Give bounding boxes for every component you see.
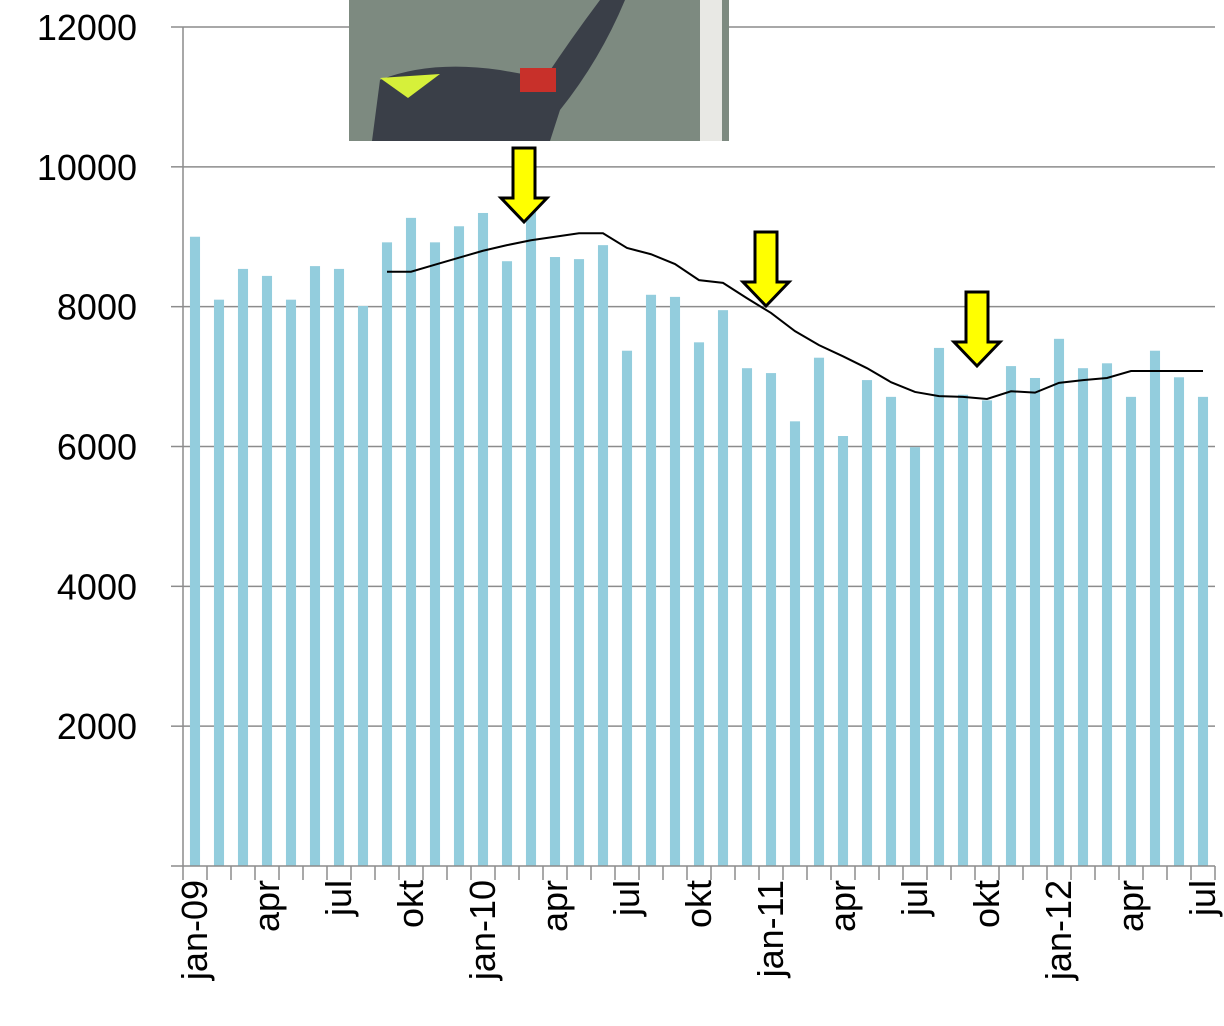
x-tick-label: apr — [246, 880, 287, 932]
x-tick-label: apr — [534, 880, 575, 932]
bar — [1029, 377, 1041, 866]
x-tick-label: jul — [318, 880, 359, 917]
bar — [285, 299, 297, 866]
bar — [645, 294, 657, 866]
photo-collar — [380, 74, 440, 98]
line-layer — [387, 232, 1203, 400]
x-tick-label: jul — [606, 880, 647, 917]
x-tick-label: jan-09 — [174, 880, 215, 981]
bar — [981, 400, 993, 866]
photo-shirt — [372, 0, 625, 141]
bar — [549, 257, 561, 866]
bar — [381, 242, 393, 867]
bar — [1077, 368, 1089, 866]
x-tick-label: jul — [1182, 880, 1223, 917]
arrow — [739, 230, 793, 309]
bar — [1125, 396, 1137, 866]
bar — [1005, 366, 1017, 866]
x-tick-label: okt — [966, 880, 1007, 928]
bar-layer — [189, 208, 1209, 867]
bar — [573, 259, 585, 867]
photo-armband — [520, 68, 556, 92]
bar — [189, 236, 201, 866]
y-tick-label: 12000 — [37, 7, 137, 48]
bar — [357, 305, 369, 866]
bar — [957, 394, 969, 866]
bar — [909, 447, 921, 866]
photo — [349, 0, 729, 141]
bar — [1173, 377, 1185, 866]
y-tick-label: 8000 — [57, 287, 137, 328]
bar — [1197, 396, 1209, 866]
bar — [669, 296, 681, 867]
y-tick-label: 6000 — [57, 427, 137, 468]
bar — [621, 350, 633, 866]
bar — [861, 380, 873, 866]
x-tick-label: okt — [678, 880, 719, 928]
bar — [813, 357, 825, 866]
bar — [933, 347, 945, 867]
x-tick-label: jul — [894, 880, 935, 917]
y-tick-label: 2000 — [57, 706, 137, 747]
bar — [309, 266, 321, 866]
bar — [885, 396, 897, 866]
y-tick-label: 10000 — [37, 147, 137, 188]
bar — [333, 268, 345, 867]
bar — [741, 368, 753, 866]
x-tick-label: okt — [390, 880, 431, 928]
bar — [429, 242, 441, 867]
bar — [261, 275, 273, 866]
bar — [237, 268, 249, 867]
line — [387, 232, 1203, 400]
bar — [1149, 350, 1161, 866]
x-tick-label: jan-10 — [462, 880, 503, 981]
bar — [717, 310, 729, 867]
bar — [1101, 363, 1113, 866]
bar — [405, 217, 417, 866]
arrow — [497, 146, 551, 225]
y-tick-label: 4000 — [57, 566, 137, 607]
x-tick-label: apr — [1110, 880, 1151, 932]
bar — [453, 226, 465, 866]
bar — [501, 261, 513, 866]
arrow — [950, 290, 1004, 369]
bar — [1053, 338, 1065, 866]
x-tick-label: jan-11 — [750, 880, 791, 978]
bar — [789, 421, 801, 866]
bar — [477, 212, 489, 866]
bar — [597, 245, 609, 866]
bar — [525, 208, 537, 867]
photo-goalpost — [700, 0, 722, 141]
bar — [765, 373, 777, 866]
arrows — [497, 146, 1004, 369]
x-tick-label: jan-12 — [1038, 880, 1079, 981]
x-tick-label: apr — [822, 880, 863, 932]
bar — [837, 436, 849, 866]
bar — [213, 299, 225, 866]
bar — [693, 342, 705, 866]
